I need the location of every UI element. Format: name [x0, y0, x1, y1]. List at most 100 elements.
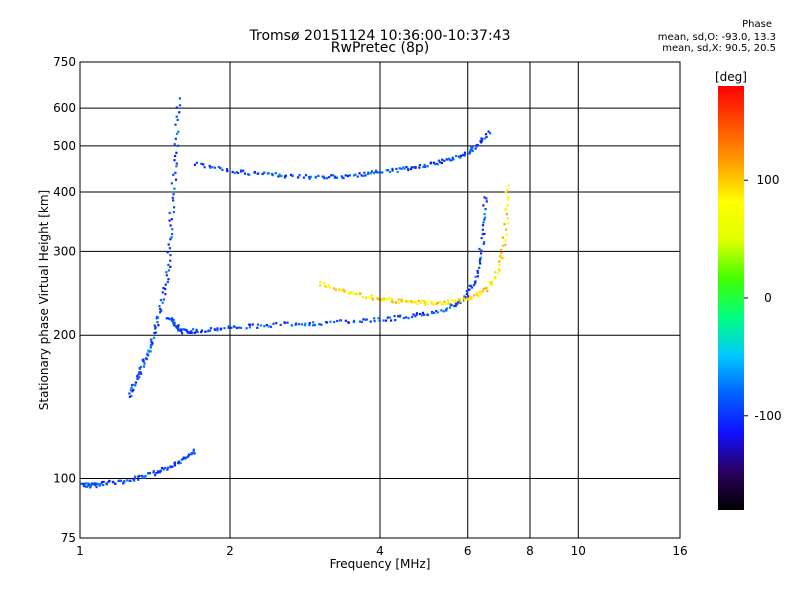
data-point: [178, 104, 182, 107]
data-point: [251, 323, 254, 326]
data-point: [334, 175, 337, 178]
data-point: [389, 170, 392, 174]
data-point: [481, 228, 484, 231]
data-point: [295, 322, 298, 325]
data-point: [382, 319, 385, 322]
data-point: [132, 383, 135, 386]
data-point: [147, 472, 150, 475]
data-point: [232, 325, 236, 328]
data-point: [193, 452, 196, 455]
data-point: [172, 193, 175, 196]
data-point: [328, 176, 331, 179]
data-point: [168, 247, 171, 250]
data-point: [471, 145, 474, 149]
data-point: [123, 480, 126, 483]
data-point: [456, 303, 459, 306]
data-point: [274, 172, 277, 175]
data-point: [302, 176, 305, 179]
data-point: [470, 146, 473, 149]
data-point: [378, 319, 381, 322]
data-point: [478, 294, 481, 297]
data-point: [445, 308, 448, 311]
x-tick-label: 16: [672, 544, 687, 558]
data-point: [136, 377, 139, 380]
data-point: [327, 284, 330, 287]
data-point: [173, 159, 176, 162]
data-point: [174, 123, 177, 126]
data-point: [186, 330, 189, 333]
data-point: [190, 452, 193, 455]
data-point: [165, 274, 168, 277]
data-point: [240, 170, 243, 173]
data-point: [300, 323, 303, 326]
data-point: [482, 242, 485, 246]
data-point: [420, 299, 423, 302]
data-point: [134, 381, 137, 384]
data-point: [171, 233, 174, 236]
data-point: [450, 298, 453, 301]
data-point: [360, 174, 363, 177]
data-point: [166, 280, 169, 284]
data-point: [122, 482, 125, 485]
data-point: [448, 157, 451, 160]
data-point: [368, 296, 371, 299]
data-point: [474, 275, 477, 278]
data-point: [399, 314, 402, 317]
data-point: [373, 317, 376, 320]
data-point: [369, 320, 372, 323]
data-point: [468, 288, 471, 291]
data-point: [169, 259, 172, 262]
data-point: [175, 325, 178, 328]
data-point: [158, 305, 161, 308]
data-point: [176, 325, 180, 328]
data-point: [343, 290, 346, 293]
data-point: [304, 174, 308, 177]
data-point: [445, 302, 448, 305]
data-point: [168, 317, 171, 321]
y-axis-label: Stationary phase Virtual Height [km]: [37, 190, 51, 410]
data-point: [167, 263, 170, 266]
data-point: [400, 300, 403, 303]
data-point: [335, 176, 338, 179]
data-point: [457, 155, 460, 158]
data-point: [175, 151, 178, 154]
data-point: [195, 328, 198, 331]
data-point: [152, 470, 155, 473]
data-point: [195, 161, 198, 164]
data-point: [450, 304, 453, 307]
data-point: [312, 321, 315, 324]
data-point: [406, 300, 409, 303]
data-point: [336, 319, 339, 323]
data-point: [279, 174, 282, 178]
data-point: [203, 166, 206, 169]
data-point: [166, 251, 169, 254]
data-point: [353, 292, 356, 295]
phase-stat-o: mean, sd,O: -93.0, 13.3: [657, 32, 776, 43]
data-point: [102, 484, 105, 487]
data-point: [253, 171, 256, 174]
data-point: [500, 256, 503, 259]
data-point: [402, 166, 405, 169]
data-point: [245, 327, 248, 330]
x-tick-label: 4: [376, 544, 384, 558]
data-point: [483, 241, 486, 244]
data-point: [308, 322, 311, 325]
data-point: [363, 171, 366, 174]
colorbar: [718, 86, 744, 510]
data-point: [117, 479, 120, 483]
data-point: [329, 320, 332, 323]
data-point: [443, 159, 446, 162]
data-point: [453, 304, 456, 308]
data-point: [482, 204, 485, 207]
data-point: [177, 327, 180, 330]
data-point: [422, 165, 425, 169]
data-point: [472, 284, 475, 287]
data-point: [319, 284, 322, 287]
data-point: [223, 327, 226, 330]
data-point: [418, 166, 421, 169]
data-point: [297, 176, 300, 179]
data-point: [390, 297, 393, 300]
data-point: [474, 282, 477, 285]
data-point: [480, 292, 483, 295]
grid-lines: [80, 62, 680, 538]
